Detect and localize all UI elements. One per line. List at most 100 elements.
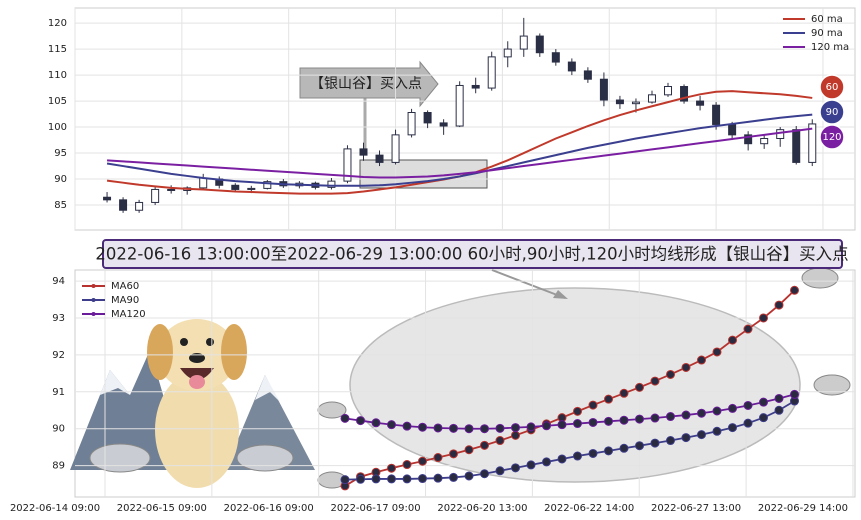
candle-body — [551, 52, 560, 63]
y-tick-label: 110 — [48, 70, 67, 81]
y-tick-label: 105 — [48, 96, 67, 107]
ma-point — [759, 397, 768, 407]
ma-point — [542, 421, 551, 431]
ma-point — [604, 416, 613, 426]
x-tick-label: 2022-06-20 13:00 — [437, 503, 527, 514]
annotation-arrow — [299, 60, 439, 108]
ma-point — [495, 423, 505, 433]
y-tick-label: 92 — [52, 350, 65, 361]
candle-body — [199, 177, 208, 189]
ma-point — [371, 474, 381, 484]
ma-point — [418, 474, 427, 484]
candle-body — [391, 134, 400, 163]
ma-point — [573, 419, 582, 429]
y-tick-label: 95 — [54, 148, 67, 159]
ma-point — [418, 456, 427, 466]
x-tick-label: 2022-06-17 09:00 — [330, 503, 420, 514]
end-badge — [819, 124, 845, 150]
ma-point — [433, 473, 443, 483]
dog-body — [155, 372, 239, 488]
candle-body — [792, 129, 801, 163]
candle-body — [712, 104, 721, 125]
ma-point — [697, 355, 706, 365]
candle-body — [167, 188, 176, 191]
ma-point — [588, 448, 598, 458]
top-plot-area — [74, 7, 856, 231]
ma-point — [573, 451, 582, 461]
ma-line — [106, 113, 813, 187]
ma-point — [557, 454, 567, 464]
y-tick-label: 89 — [52, 461, 65, 472]
ma-point — [526, 422, 536, 432]
ma-point — [495, 466, 505, 476]
ma-point — [650, 413, 660, 423]
ma-point — [449, 423, 458, 433]
ma-point — [774, 405, 784, 415]
ma-point — [480, 469, 489, 479]
candle-body — [471, 84, 480, 89]
annotation: 【银山谷】买入点 — [310, 76, 422, 92]
candle-body — [407, 112, 416, 136]
candle-body — [439, 122, 448, 127]
ma-point — [681, 410, 691, 420]
candle-body — [263, 181, 272, 189]
x-tick-label: 2022-06-22 14:00 — [544, 503, 634, 514]
ma-point — [712, 426, 722, 436]
candle-body — [599, 78, 608, 101]
dog-tongue — [189, 375, 205, 389]
ma-point — [433, 453, 443, 463]
ma-point — [588, 400, 598, 410]
ma-point — [511, 463, 520, 473]
candle-body — [615, 99, 624, 105]
ma-point — [604, 446, 613, 456]
candle-body — [343, 148, 352, 182]
ma-point — [480, 424, 489, 434]
ma-point — [402, 460, 412, 470]
legend-label: MA90 — [111, 295, 139, 306]
ma-point — [743, 324, 753, 334]
ma-point — [387, 474, 396, 484]
candle-body — [647, 94, 656, 103]
marks: 85 90 95 100 105 110 115 120 2022-06-14 09:00 202… — [10, 8, 855, 514]
legend-marker — [91, 284, 96, 288]
x-tick-label: 2022-06-14 09:00 — [10, 503, 100, 514]
candle-body — [231, 184, 240, 190]
legend-label: 90 ma — [811, 28, 843, 39]
ma-point — [790, 285, 799, 295]
ma-point — [635, 441, 644, 451]
ma-point — [511, 430, 520, 440]
ma-point — [464, 445, 474, 455]
ma-point — [759, 413, 768, 423]
candle-body — [583, 70, 592, 80]
ma-point — [635, 382, 644, 392]
ma-point — [619, 388, 629, 398]
x-tick-label: 2022-06-29 14:00 — [758, 503, 848, 514]
candle-body — [119, 199, 128, 211]
legend-label: 60 ma — [811, 14, 843, 25]
dog-ear — [147, 324, 173, 380]
ma-point — [728, 335, 737, 345]
candle-body — [664, 86, 673, 96]
snow — [100, 370, 130, 395]
dog-eye — [206, 338, 214, 346]
ma-point — [743, 400, 753, 410]
ma-point — [511, 423, 520, 433]
ma-point — [666, 369, 675, 379]
end-badge-label: 60 — [826, 82, 839, 93]
ma-point — [495, 436, 505, 446]
end-badge — [819, 74, 845, 100]
y-tick-label: 115 — [48, 44, 67, 55]
ma-point — [402, 421, 412, 431]
snow — [255, 375, 280, 402]
ma-point — [418, 422, 427, 432]
end-badge-label: 90 — [826, 107, 839, 118]
ma-point — [697, 408, 706, 418]
ma-point — [356, 416, 365, 426]
candle-body — [455, 84, 464, 127]
candle-body — [631, 101, 640, 105]
candle-body — [503, 48, 512, 58]
ma-point — [340, 413, 350, 423]
ingot — [236, 444, 294, 472]
